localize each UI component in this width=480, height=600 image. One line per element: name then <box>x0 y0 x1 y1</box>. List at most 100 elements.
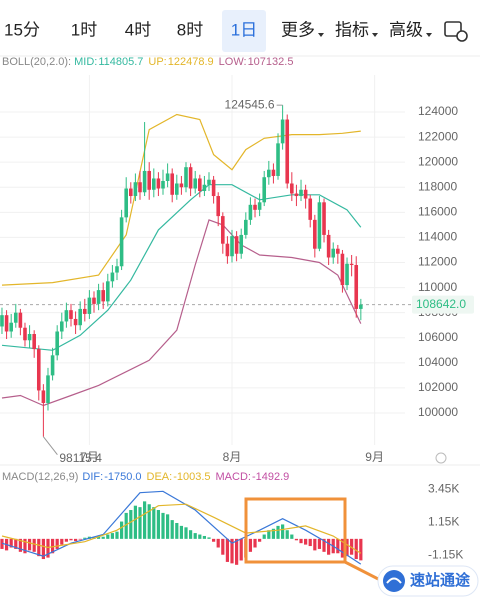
candle-body <box>349 263 354 266</box>
macd-bar <box>138 507 142 539</box>
macd-bar <box>271 528 276 539</box>
active-tab-bg <box>222 10 266 52</box>
last-price-box <box>412 295 474 314</box>
macd-bar <box>184 527 188 539</box>
macd-bar <box>41 538 45 560</box>
candle-body <box>179 183 184 188</box>
macd-bar <box>0 538 4 549</box>
y-tick-label: 120000 <box>418 154 458 168</box>
candle-body <box>244 219 248 235</box>
candle-body <box>276 143 280 176</box>
candle-body <box>18 312 23 328</box>
tab-menu[interactable]: 指标 <box>335 20 369 39</box>
candle-body <box>165 173 170 181</box>
candle-body <box>23 327 27 341</box>
macd-bar <box>14 538 18 549</box>
candle-body <box>152 178 156 190</box>
candle-body <box>290 183 294 194</box>
legend-text: MID: <box>74 56 97 68</box>
x-tick-label: 9月 <box>365 450 384 464</box>
candle-body <box>211 179 216 197</box>
macd-bar <box>327 538 331 555</box>
macd-bar <box>313 538 317 551</box>
watermark-badge <box>377 565 479 597</box>
low-annotation: 98115.4 <box>59 451 102 465</box>
macd-bar <box>262 534 266 539</box>
macd-bar <box>161 512 165 539</box>
macd-bar <box>359 538 363 561</box>
macd-bar <box>322 538 326 552</box>
candle-body <box>0 315 4 327</box>
macd-bar <box>110 533 114 539</box>
macd-bar <box>175 522 179 539</box>
bollinger-line <box>1 219 362 407</box>
macd-bar <box>147 504 151 539</box>
candle-body <box>133 182 138 197</box>
macd-bar <box>248 538 253 552</box>
macd-bar <box>179 525 184 539</box>
y-tick-label: 124000 <box>418 104 458 118</box>
candle-body <box>13 312 18 323</box>
candle-body <box>156 178 161 189</box>
reset-icon[interactable] <box>435 452 447 464</box>
candle-body <box>32 334 36 350</box>
candle-body <box>73 318 78 326</box>
candle-body <box>110 272 115 282</box>
macd-bar <box>202 535 207 539</box>
macd-bar <box>119 521 124 539</box>
legend-text: DEA: <box>147 471 173 483</box>
settings-icon[interactable] <box>444 21 468 42</box>
y-tick-label: -1.15K <box>428 548 463 562</box>
macd-bar <box>308 538 312 547</box>
y-tick-label: 122000 <box>418 129 458 143</box>
candle-body <box>294 193 299 197</box>
candle-body <box>271 169 276 176</box>
candle-body <box>225 243 230 257</box>
macd-bar <box>96 535 101 539</box>
tab[interactable]: 4时 <box>125 20 151 39</box>
macd-bar <box>133 505 137 539</box>
macd-bar <box>101 536 105 539</box>
macd-bar <box>294 538 299 541</box>
candle-body <box>119 217 124 267</box>
macd-bar <box>9 538 13 548</box>
candle-body <box>9 322 13 332</box>
legend-text: MACD: <box>216 471 251 483</box>
candle-body <box>96 290 101 304</box>
macd-bar <box>18 538 22 552</box>
plot-layer: 1000001020001040001060001080001100001120… <box>0 56 474 565</box>
tab[interactable]: 8时 <box>177 20 203 39</box>
macd-bar <box>156 510 161 539</box>
tab-active[interactable]: 1日 <box>231 20 257 39</box>
y-tick-label: 102000 <box>418 380 458 394</box>
y-tick-label: 100000 <box>418 405 458 419</box>
candle-body <box>216 196 221 217</box>
macd-bar <box>170 520 174 539</box>
macd-bar <box>221 538 225 555</box>
candle-body <box>78 308 82 326</box>
macd-bar <box>285 530 289 539</box>
candle-body <box>55 331 59 356</box>
candle-body <box>322 202 326 235</box>
candle-body <box>184 167 188 188</box>
candle-body <box>87 297 92 314</box>
macd-bar <box>73 538 78 542</box>
tab[interactable]: 15分 <box>4 20 40 39</box>
tab[interactable]: 1时 <box>71 20 97 39</box>
candle-body <box>50 355 55 376</box>
macd-bar <box>106 534 110 539</box>
candle-body <box>317 202 322 249</box>
macd-bar <box>207 537 211 539</box>
candle-body <box>207 179 211 185</box>
tab-menu[interactable]: 更多 <box>281 20 315 39</box>
macd-bar <box>115 531 119 539</box>
candle-body <box>59 321 64 332</box>
tab-menu[interactable]: 高级 <box>389 20 423 39</box>
candle-body <box>69 310 73 319</box>
macd-bar <box>166 514 170 539</box>
macd-bar <box>350 538 354 555</box>
legend-text: -1003.5 <box>173 471 210 483</box>
candle-body <box>115 266 119 273</box>
macd-bar <box>216 538 220 548</box>
